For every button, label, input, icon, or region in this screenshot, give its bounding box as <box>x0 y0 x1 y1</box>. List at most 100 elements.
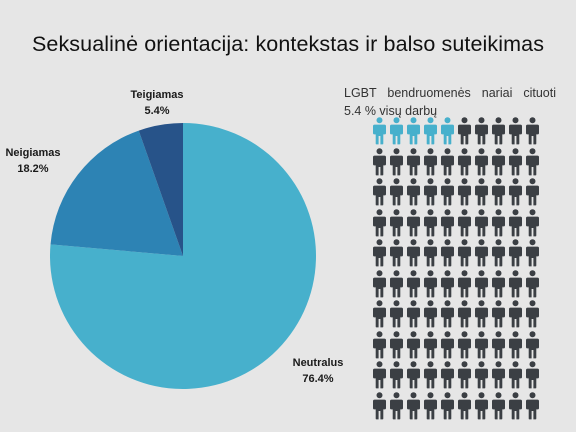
person-icon <box>439 147 456 176</box>
person-icon <box>439 300 456 328</box>
person-icon <box>524 117 541 145</box>
person-icon <box>405 391 422 420</box>
person-icon-highlighted <box>439 117 456 145</box>
person-icon <box>507 361 524 389</box>
person-icon <box>371 269 388 298</box>
person-icon <box>490 330 507 359</box>
slice-value-neutralus: 76.4% <box>302 373 334 385</box>
person-icon <box>473 147 490 176</box>
person-icon <box>490 239 507 267</box>
person-icon <box>439 361 456 389</box>
person-icon <box>490 208 507 237</box>
slice-value-teigiamas: 5.4% <box>144 105 170 117</box>
person-icon <box>371 147 388 176</box>
person-icon <box>524 208 541 237</box>
person-icon <box>507 300 524 328</box>
person-icon <box>371 239 388 267</box>
person-icon <box>388 361 405 389</box>
slice-label-neigiamas: Neigiamas 18.2% <box>0 145 66 177</box>
person-icon <box>456 269 473 298</box>
person-icon <box>456 178 473 206</box>
pictogram-caption-line2: 5.4 % visų darbų <box>344 104 438 118</box>
person-icon <box>524 330 541 359</box>
person-icon <box>405 147 422 176</box>
person-icon <box>422 269 439 298</box>
person-icon <box>422 391 439 420</box>
person-icon <box>490 300 507 328</box>
person-icon <box>456 117 473 145</box>
person-icon <box>490 117 507 145</box>
person-icon <box>405 239 422 267</box>
person-icon <box>371 361 388 389</box>
slice-value-neigiamas: 18.2% <box>17 163 49 175</box>
person-icon <box>473 208 490 237</box>
slice-name-teigiamas: Teigiamas <box>130 89 184 101</box>
person-icon-highlighted <box>422 117 439 145</box>
person-icon <box>439 269 456 298</box>
person-icon <box>405 361 422 389</box>
slice-name-neigiamas: Neigiamas <box>5 147 61 159</box>
person-icon <box>388 330 405 359</box>
person-icon <box>456 208 473 237</box>
person-icon <box>405 269 422 298</box>
person-icon <box>524 178 541 206</box>
person-icon <box>490 178 507 206</box>
person-icon <box>422 147 439 176</box>
person-icon <box>388 391 405 420</box>
person-icon <box>371 391 388 420</box>
person-icon <box>473 391 490 420</box>
person-icon <box>405 178 422 206</box>
person-icon <box>524 239 541 267</box>
person-icon <box>473 178 490 206</box>
slice-label-neutralus: Neutralus 76.4% <box>288 355 348 387</box>
person-icon <box>473 300 490 328</box>
person-icon <box>490 391 507 420</box>
person-icon-highlighted <box>405 117 422 145</box>
person-icon <box>456 330 473 359</box>
person-icon <box>507 178 524 206</box>
person-icon <box>371 178 388 206</box>
person-icon <box>405 208 422 237</box>
person-icon <box>371 330 388 359</box>
person-icon <box>456 147 473 176</box>
person-icon <box>490 269 507 298</box>
person-icon <box>388 269 405 298</box>
person-icon <box>507 391 524 420</box>
person-icon <box>490 361 507 389</box>
person-icon <box>422 178 439 206</box>
pie-slice-teigiamas <box>138 123 183 256</box>
pictogram-caption-line1: LGBT bendruomenės nariai cituoti <box>344 86 556 100</box>
person-icon <box>473 269 490 298</box>
person-icon-highlighted <box>388 117 405 145</box>
person-icon <box>439 391 456 420</box>
person-icon-highlighted <box>371 117 388 145</box>
person-icon <box>371 300 388 328</box>
chart-title: Seksualinė orientacija: kontekstas ir ba… <box>31 32 545 56</box>
person-icon <box>371 208 388 237</box>
person-icon <box>490 147 507 176</box>
person-icon <box>507 330 524 359</box>
person-icon <box>507 208 524 237</box>
person-icon <box>473 330 490 359</box>
pie-slice-neutralus <box>49 123 316 390</box>
person-icon <box>524 361 541 389</box>
person-icon <box>456 391 473 420</box>
person-icon <box>388 208 405 237</box>
person-icon <box>507 269 524 298</box>
person-icon <box>388 147 405 176</box>
person-icon <box>388 178 405 206</box>
person-icon <box>524 391 541 420</box>
slice-name-neutralus: Neutralus <box>292 357 344 369</box>
pie-slice-neigiamas <box>50 130 184 256</box>
person-icon <box>422 330 439 359</box>
person-icon <box>439 178 456 206</box>
person-icon <box>439 330 456 359</box>
person-icon <box>422 239 439 267</box>
slice-label-teigiamas: Teigiamas 5.4% <box>124 87 190 119</box>
person-icon <box>439 239 456 267</box>
person-icon <box>456 300 473 328</box>
pictogram-caption: LGBT bendruomenės nariai cituoti 5.4 % v… <box>344 84 556 120</box>
person-icon <box>524 269 541 298</box>
person-icon <box>473 117 490 145</box>
